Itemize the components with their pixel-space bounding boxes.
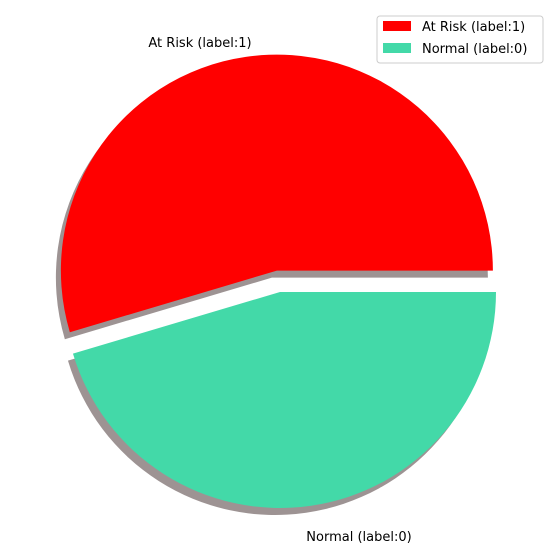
legend-frame [376, 15, 544, 64]
legend-label-at-risk: At Risk (label:1) [422, 20, 525, 35]
pie-slice-at-risk [60, 54, 493, 333]
legend-swatch-at-risk [383, 21, 411, 31]
pie-slices [60, 54, 497, 509]
legend-label-normal: Normal (label:0) [422, 42, 527, 57]
pie-slice-normal [72, 292, 497, 509]
slice-label-normal: Normal (label:0) [306, 530, 411, 545]
slice-labels: At Risk (label:1) Normal (label:0) [148, 36, 411, 545]
legend: At Risk (label:1) Normal (label:0) [376, 15, 544, 64]
slice-label-at-risk: At Risk (label:1) [148, 36, 251, 51]
legend-swatch-normal [383, 43, 411, 53]
